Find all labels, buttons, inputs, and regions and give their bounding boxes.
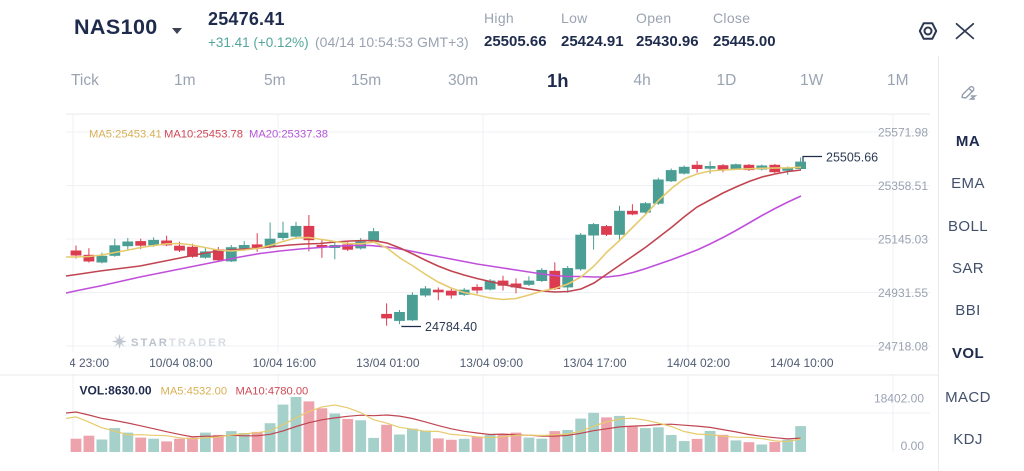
svg-text:10/04 16:00: 10/04 16:00 — [253, 356, 317, 370]
svg-text:13/04 09:00: 13/04 09:00 — [460, 356, 524, 370]
svg-text:24931.55: 24931.55 — [878, 286, 928, 300]
svg-text:13/04 01:00: 13/04 01:00 — [356, 356, 420, 370]
svg-text:09/04 23:00: 09/04 23:00 — [46, 356, 110, 370]
svg-text:25505.66: 25505.66 — [826, 150, 878, 164]
svg-text:24718.08: 24718.08 — [878, 340, 928, 354]
svg-text:14/04 10:00: 14/04 10:00 — [770, 356, 834, 370]
svg-text:MA10:25453.78: MA10:25453.78 — [164, 129, 243, 141]
svg-text:10/04 08:00: 10/04 08:00 — [149, 356, 213, 370]
svg-text:24784.40: 24784.40 — [425, 320, 477, 334]
svg-text:18402.00: 18402.00 — [874, 392, 924, 406]
svg-text:MA20:25337.38: MA20:25337.38 — [249, 129, 328, 141]
svg-text:25571.98: 25571.98 — [878, 126, 928, 140]
svg-text:VOL:8630.00: VOL:8630.00 — [80, 384, 152, 398]
svg-text:STARTRADER: STARTRADER — [131, 337, 228, 349]
svg-text:25145.03: 25145.03 — [878, 233, 928, 247]
svg-text:0.00: 0.00 — [901, 439, 925, 453]
svg-text:25358.51: 25358.51 — [878, 179, 928, 193]
svg-text:14/04 02:00: 14/04 02:00 — [667, 356, 731, 370]
svg-text:MA5:25453.41: MA5:25453.41 — [89, 129, 162, 141]
svg-text:MA5:4532.00: MA5:4532.00 — [161, 386, 228, 398]
svg-text:MA10:4780.00: MA10:4780.00 — [236, 386, 309, 398]
svg-text:13/04 17:00: 13/04 17:00 — [563, 356, 627, 370]
